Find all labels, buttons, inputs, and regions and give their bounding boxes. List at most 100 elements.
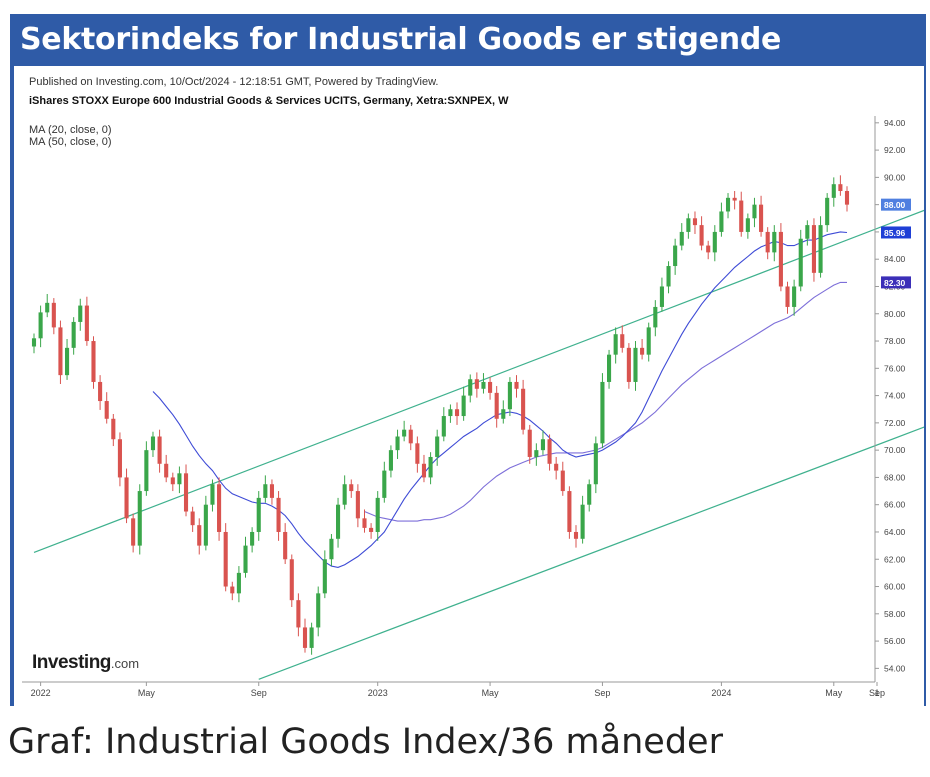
published-note: Published on Investing.com, 10/Oct/2024 …: [29, 76, 439, 88]
candle-body: [223, 531, 228, 587]
price-label-box: [881, 276, 911, 289]
candle-body: [236, 572, 241, 594]
candle-body: [653, 306, 658, 328]
candle-body: [620, 334, 625, 348]
candle-body: [177, 473, 182, 485]
y-tick-label: 80.00: [884, 309, 906, 319]
candle-body: [124, 477, 129, 519]
candle-body: [302, 627, 308, 648]
candle-body: [342, 484, 347, 505]
candle-body: [474, 379, 479, 389]
y-tick-label: 92.00: [884, 145, 906, 155]
candle-body: [250, 531, 255, 546]
candle-body: [269, 484, 275, 498]
candle-body: [587, 484, 592, 505]
y-tick-label: 72.00: [884, 418, 906, 428]
candle-body: [388, 450, 393, 471]
candle-body: [117, 439, 122, 478]
candle-body: [573, 531, 579, 539]
candle-body: [230, 586, 235, 594]
candle-body: [329, 538, 334, 560]
candle-body: [170, 477, 175, 485]
candle-body: [838, 184, 843, 192]
y-tick-label: 94.00: [884, 118, 906, 128]
candle-body: [640, 347, 645, 355]
candle-body: [137, 491, 142, 546]
candle-body: [78, 305, 83, 322]
candle-body: [494, 392, 499, 419]
candle-body: [243, 545, 248, 573]
candle-body: [190, 511, 195, 526]
candle-body: [507, 381, 512, 410]
x-tick-label: Sep: [251, 688, 267, 698]
ma20-line: [152, 231, 848, 568]
candle-body: [183, 473, 189, 512]
candle-body: [633, 347, 638, 382]
x-tick-label: Sep: [594, 688, 610, 698]
y-tick-label: 68.00: [884, 472, 906, 482]
candle-body: [772, 231, 777, 253]
candle-body: [606, 354, 612, 382]
figure-caption: Graf: Industrial Goods Index/36 måneder: [8, 722, 723, 762]
candle-body: [844, 191, 850, 205]
logo-suffix: .com: [110, 656, 140, 671]
candle-body: [91, 341, 96, 382]
y-tick-label: 58.00: [884, 609, 906, 619]
candle-body: [554, 463, 559, 471]
candle-body: [778, 231, 783, 287]
candle-body: [349, 484, 354, 492]
candle-body: [679, 231, 684, 246]
candle-body: [263, 484, 268, 498]
candle-body: [792, 286, 797, 307]
channel-line: [33, 209, 924, 553]
x-tick-label: May: [482, 688, 500, 698]
y-tick-label: 56.00: [884, 636, 906, 646]
x-tick-label: Sep: [869, 688, 885, 698]
candle-body: [534, 450, 539, 457]
candle-body: [732, 197, 737, 201]
candle-body: [104, 401, 109, 419]
candle-body: [673, 245, 678, 267]
candle-body: [45, 302, 50, 313]
candle-body: [382, 470, 387, 498]
candle-body: [745, 218, 750, 232]
candle-body: [759, 204, 764, 232]
y-tick-label: 62.00: [884, 554, 906, 564]
candle-body: [84, 305, 89, 342]
ma-legend: MA (20, close, 0) MA (50, close, 0): [29, 124, 112, 148]
candle-body: [560, 470, 565, 492]
candle-body: [421, 463, 427, 478]
logo-text: Investing: [32, 652, 111, 673]
candle-body: [752, 204, 757, 219]
candle-body: [798, 238, 803, 287]
y-tick-label: 84.00: [884, 254, 906, 264]
candle-body: [488, 381, 493, 393]
candle-body: [613, 334, 618, 355]
channel-line: [258, 426, 924, 680]
candle-body: [739, 200, 744, 232]
candle-body: [435, 436, 440, 457]
candle-body: [659, 286, 664, 307]
ma50-legend-label: MA (50, close, 0): [29, 136, 112, 148]
candle-body: [805, 225, 810, 239]
candle-body: [131, 518, 136, 546]
candle-body: [501, 409, 506, 419]
candle-body: [719, 211, 724, 232]
candle-body: [699, 225, 704, 246]
candle-body: [369, 527, 374, 532]
candle-body: [144, 450, 149, 492]
candle-body: [203, 504, 208, 546]
candle-body: [811, 225, 817, 273]
candle-body: [765, 231, 770, 253]
candle-body: [31, 338, 37, 347]
candle-body: [481, 381, 486, 389]
investing-logo: Investing.com: [32, 652, 139, 674]
candle-body: [355, 491, 360, 519]
candle-body: [441, 416, 446, 437]
candle-body: [402, 429, 407, 437]
candle-body: [567, 491, 572, 532]
y-tick-label: 70.00: [884, 445, 906, 455]
y-tick-label: 76.00: [884, 363, 906, 373]
x-tick-label: May: [138, 688, 156, 698]
candle-body: [706, 245, 711, 253]
